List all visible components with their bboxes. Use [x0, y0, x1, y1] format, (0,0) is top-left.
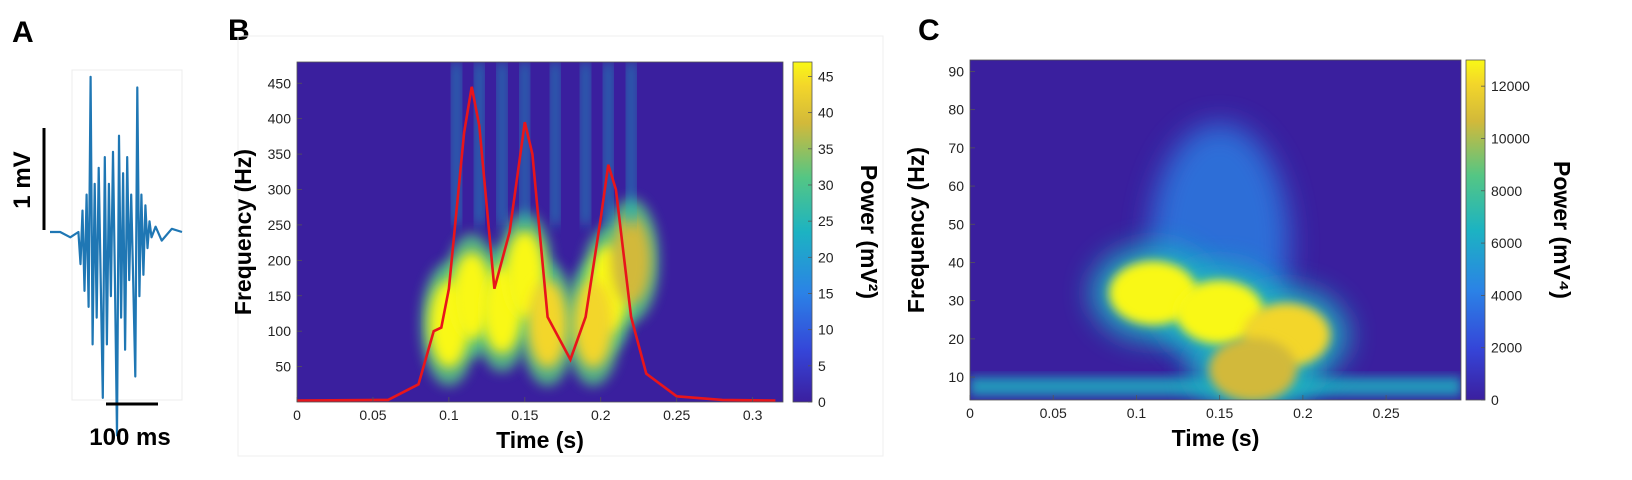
panel-b-streak: [604, 62, 613, 225]
panel-b-y-tick-label: 100: [268, 323, 292, 339]
panel-b-colorbar-tick-label: 30: [818, 177, 834, 193]
panel-c-x-tick-label: 0.05: [1040, 405, 1067, 421]
panel-b-streak: [452, 62, 461, 225]
panel-c-letter: C: [918, 14, 940, 47]
panel-b-y-axis-label: Frequency (Hz): [230, 149, 256, 315]
panel-b-x-axis-label: Time (s): [496, 427, 584, 453]
panel-a-letter: A: [12, 16, 34, 49]
panel-b-power-blob: [451, 251, 492, 340]
panel-b-y-tick-label: 450: [268, 75, 292, 91]
panel-c-y-axis-label: Frequency (Hz): [903, 147, 929, 313]
panel-c-x-tick-label: 0.25: [1372, 405, 1399, 421]
panel-b-colorbar-tick-label: 25: [818, 213, 834, 229]
panel-c-y-tick-label: 60: [948, 178, 964, 194]
panel-c-colorbar-tick-label: 0: [1491, 392, 1499, 408]
panel-c-x-tick-label: 0.1: [1127, 405, 1147, 421]
panel-c-y-tick-label: 80: [948, 102, 964, 118]
panel-c-y-tick-label: 10: [948, 369, 964, 385]
panel-b-y-tick-label: 350: [268, 146, 292, 162]
panel-b-colorbar-tick-label: 0: [818, 394, 826, 410]
panel-c-power-blob: [1208, 337, 1297, 400]
panel-b-colorbar-tick-label: 5: [818, 358, 826, 374]
panel-b-power-blob: [527, 280, 568, 369]
panel-b-x-tick-label: 0: [293, 407, 301, 423]
panel-c-x-tick-label: 0.2: [1293, 405, 1313, 421]
panel-c-x-axis-label: Time (s): [1172, 425, 1260, 451]
panel-b-colorbar-tick-label: 45: [818, 68, 834, 84]
panel-b-streak: [551, 62, 560, 225]
panel-c-colorbar-tick-label: 10000: [1491, 130, 1530, 146]
panel-b-colorbar-label: Power (mV²): [856, 165, 882, 299]
panel-c-colorbar-tick-label: 12000: [1491, 78, 1530, 94]
panel-b-y-tick-label: 250: [268, 217, 292, 233]
panel-b-streak: [498, 62, 507, 225]
panel-c-x-tick-label: 0.15: [1206, 405, 1233, 421]
panel-b-x-tick-label: 0.25: [663, 407, 690, 423]
panel-c-power-blob: [1109, 261, 1198, 326]
panel-b-axes-box: [296, 61, 784, 403]
panel-b-streak: [581, 62, 590, 225]
panel-c-y-tick-label: 90: [948, 63, 964, 79]
panel-c-colorbar-tick-label: 4000: [1491, 287, 1522, 303]
panel-b-colorbar-tick-label: 10: [818, 322, 834, 338]
panel-b-colorbar-tick-label: 15: [818, 285, 834, 301]
panel-c-power-blob: [1175, 280, 1264, 345]
panel-a-voltage-trace: [50, 75, 183, 437]
panel-c-colorbar-tick-label: 6000: [1491, 235, 1522, 251]
panel-c-heatmap: [970, 60, 1461, 400]
panel-c-x-tick-label: 0: [966, 405, 974, 421]
panel-b-power-envelope-line: [297, 86, 776, 402]
panel-b-y-tick-label: 150: [268, 288, 292, 304]
panel-b-x-tick-label: 0.05: [359, 407, 386, 423]
panel-c-y-tick-label: 30: [948, 293, 964, 309]
panel-b-y-tick-label: 200: [268, 252, 292, 268]
panel-b-colorbar-tick-label: 35: [818, 141, 834, 157]
panel-b-streak: [520, 62, 529, 225]
panel-b-x-tick-label: 0.3: [743, 407, 763, 423]
voltage-scale-label: 1 mV: [9, 151, 36, 208]
panel-c-y-tick-label: 20: [948, 331, 964, 347]
panel-b-x-tick-label: 0.1: [439, 407, 459, 423]
panel-b-y-tick-label: 300: [268, 182, 292, 198]
panel-b-y-tick-label: 400: [268, 111, 292, 127]
panel-c-colorbar: [1465, 59, 1486, 401]
panel-c-colorbar-tick-label: 8000: [1491, 183, 1522, 199]
panel-b-power-blob: [573, 280, 614, 369]
panel-b-streak: [475, 62, 484, 225]
panel-b-heatmap: [297, 62, 783, 402]
panel-b-x-tick-label: 0.2: [591, 407, 611, 423]
panel-c-colorbar-tick-label: 2000: [1491, 340, 1522, 356]
panel-b-power-blob: [611, 216, 652, 305]
time-scale-label: 100 ms: [89, 424, 170, 451]
panel-b-plot-frame: [237, 35, 884, 457]
panel-b-streak: [627, 62, 636, 225]
panel-c-y-tick-label: 50: [948, 216, 964, 232]
panel-b-letter: B: [228, 14, 250, 47]
panel-c-colorbar-label: Power (mV⁴): [1549, 161, 1575, 299]
panel-b-colorbar-tick-label: 40: [818, 105, 834, 121]
panel-b-colorbar: [792, 61, 813, 403]
panel-c-axes-box: [969, 59, 1462, 401]
panel-c-y-tick-label: 70: [948, 140, 964, 156]
panel-b-x-tick-label: 0.15: [511, 407, 538, 423]
panel-b-y-tick-label: 50: [275, 359, 291, 375]
panel-b-colorbar-tick-label: 20: [818, 249, 834, 265]
panel-c-y-tick-label: 40: [948, 254, 964, 270]
